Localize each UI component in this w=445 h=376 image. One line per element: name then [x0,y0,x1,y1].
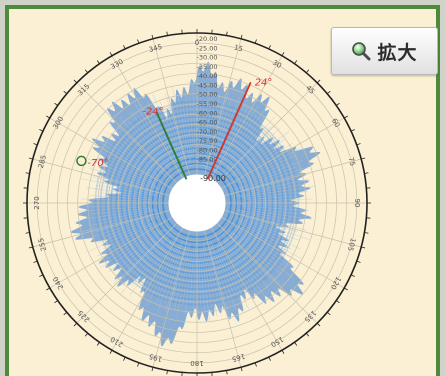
radial-tick-label: -30.00 [197,54,218,62]
radial-tick-label: -25.00 [197,44,218,52]
radial-tick-label: -35.00 [197,63,218,71]
marker-label: -24° [142,107,163,118]
angle-label: 30 [271,59,283,70]
angle-label: 285 [37,154,48,169]
angle-label: 120 [329,275,343,291]
angle-markers: 24° -24° -70° [76,77,273,180]
radial-tick-label: -60.00 [197,109,218,117]
radial-tick-label: -85.00 [197,156,218,164]
angle-label: 345 [148,43,163,54]
angle-label: 15 [233,43,244,53]
radial-tick-label: -65.00 [197,119,218,127]
radial-tick-label: -45.00 [197,81,218,89]
angle-label: 45 [304,84,316,96]
marker-label: -70° [87,158,108,169]
magnifier-icon [351,41,371,61]
angle-label: 255 [37,237,48,252]
marker-point[interactable] [76,155,87,167]
angle-label: 240 [52,275,66,291]
center-hole [168,174,226,232]
radial-tick-label: -50.00 [197,91,218,99]
zoom-button[interactable]: 拡大 [331,27,438,75]
zoom-button-label: 拡大 [377,41,418,64]
angle-label: 330 [109,58,125,72]
polar-grid [23,29,371,376]
marker-line[interactable] [155,111,188,180]
angle-label: 270 [33,196,41,209]
angle-label: 165 [231,352,246,363]
angle-label: 210 [109,335,125,349]
center-value-label: -90.00 [200,174,226,183]
radial-tick-label: -70.00 [197,128,218,136]
angle-label: 195 [148,352,163,363]
polar-chart: 345 0153045607590105120135150165180195210… [23,29,371,376]
marker-line[interactable] [206,82,252,180]
angle-label: 105 [346,237,357,252]
angle-label: 90 [353,199,361,208]
angle-label: 75 [347,156,357,167]
radial-labels: -20.00-25.00 -30.00-35.00-40.00-45.00 -50.… [197,35,226,183]
radial-tick-label: -80.00 [197,146,218,154]
angle-label: 300 [52,115,66,131]
radial-tick-label: -75.00 [197,137,218,145]
radial-tick-label: -40.00 [197,72,218,80]
angle-label: 150 [269,335,285,349]
radial-tick-label: -55.00 [197,100,218,108]
angle-label: 60 [330,117,341,129]
marker-label: 24° [255,77,273,88]
angle-label: 180 [190,359,203,367]
radial-tick-label: -20.00 [197,35,218,43]
angle-label: 0 [195,39,199,47]
